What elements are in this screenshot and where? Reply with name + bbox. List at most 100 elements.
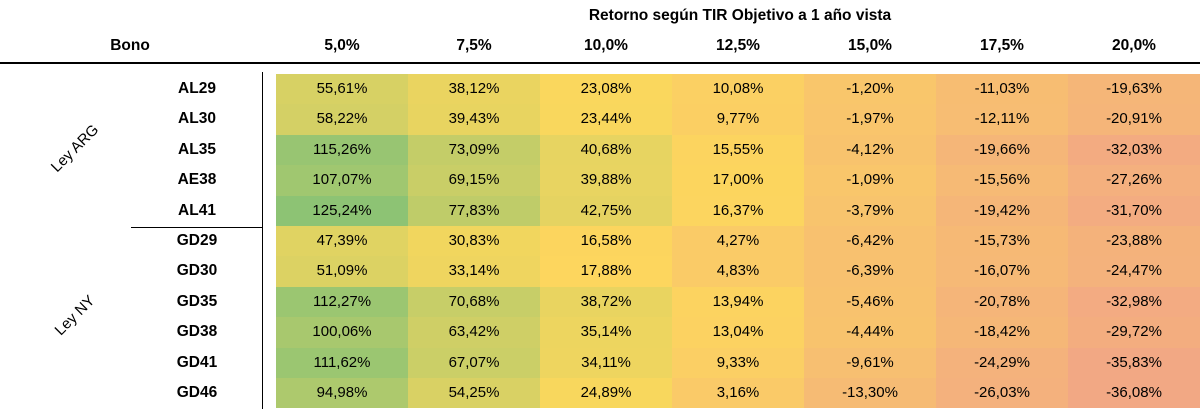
heatmap-cell: -32,98% <box>1068 286 1200 318</box>
heatmap-cell: 38,72% <box>540 286 672 318</box>
bond-code: AL41 <box>178 201 216 219</box>
heatmap-cell: -9,61% <box>804 347 936 378</box>
heatmap-cell: 112,27% <box>276 286 408 318</box>
heatmap-cell: -23,88% <box>1068 226 1200 257</box>
bond-code: GD35 <box>176 292 218 310</box>
heatmap-cell: -18,42% <box>936 317 1068 348</box>
heatmap-cell: 58,22% <box>276 104 408 135</box>
heatmap-cell: 24,89% <box>540 378 672 409</box>
heatmap-cell: -19,42% <box>936 195 1068 226</box>
heatmap-cell: -29,72% <box>1068 317 1200 348</box>
row-header-bono: Bono <box>110 37 150 54</box>
heatmap-cell: 4,27% <box>672 226 804 257</box>
heatmap-cell: -11,03% <box>936 74 1068 105</box>
heatmap-cell: 42,75% <box>540 195 672 226</box>
heatmap-cell: -19,66% <box>936 134 1068 166</box>
heatmap-cell: -6,39% <box>804 256 936 287</box>
heatmap-cell: 23,44% <box>540 104 672 135</box>
heatmap-cell: -36,08% <box>1068 378 1200 409</box>
column-header: 20,0% <box>1112 37 1156 54</box>
table-title: Retorno según TIR Objetivo a 1 año vista <box>588 7 892 24</box>
heatmap-cell: 23,08% <box>540 74 672 105</box>
heatmap-cell: 54,25% <box>408 378 540 409</box>
heatmap-cell: 38,12% <box>408 74 540 105</box>
heatmap-cell: 70,68% <box>408 286 540 318</box>
heatmap-cell: -13,30% <box>804 378 936 409</box>
heatmap-cell: -27,26% <box>1068 165 1200 196</box>
heatmap-cell: -12,11% <box>936 104 1068 135</box>
heatmap-cell: 125,24% <box>276 195 408 226</box>
heatmap-cell: -4,12% <box>804 134 936 166</box>
bond-code: GD29 <box>176 232 218 249</box>
heatmap-cell: -31,70% <box>1068 195 1200 226</box>
heatmap-cell: 51,09% <box>276 256 408 287</box>
heatmap-cell: -1,97% <box>804 104 936 135</box>
column-header: 10,0% <box>584 37 628 54</box>
bond-code: AL29 <box>178 80 216 97</box>
heatmap-cell: -26,03% <box>936 378 1068 409</box>
heatmap-cell: 94,98% <box>276 378 408 409</box>
heatmap-cell: 67,07% <box>408 347 540 378</box>
heatmap-cell: 17,00% <box>672 165 804 196</box>
bond-code: GD30 <box>176 262 218 280</box>
heatmap-cell: -35,83% <box>1068 347 1200 378</box>
bond-code: AE38 <box>177 171 217 189</box>
column-header: 7,5% <box>456 37 492 54</box>
bond-code: GD41 <box>176 353 218 371</box>
heatmap-cell: 16,37% <box>672 195 804 226</box>
bond-code: AL30 <box>178 110 216 128</box>
column-header: 5,0% <box>324 37 360 54</box>
heatmap-cell: 35,14% <box>540 317 672 348</box>
heatmap-cell: -6,42% <box>804 226 936 257</box>
heatmap-cell: 30,83% <box>408 226 540 257</box>
column-header: 17,5% <box>980 37 1024 54</box>
body-divider <box>262 72 263 409</box>
heatmap-cell: 40,68% <box>540 134 672 166</box>
heatmap-cell: -1,09% <box>804 165 936 196</box>
heatmap-cell: -20,78% <box>936 286 1068 318</box>
heatmap-cell: 16,58% <box>540 226 672 257</box>
column-header: 12,5% <box>716 37 760 54</box>
heatmap-cell: 17,88% <box>540 256 672 287</box>
heatmap-cell: -1,20% <box>804 74 936 105</box>
heatmap-cell: 10,08% <box>672 74 804 105</box>
column-header: 15,0% <box>848 37 892 54</box>
heatmap-cell: 55,61% <box>276 74 408 105</box>
heatmap-cell: 111,62% <box>276 347 408 378</box>
group-label: Ley NY <box>51 292 99 340</box>
heatmap-cell: 3,16% <box>672 378 804 409</box>
heatmap-cell: -32,03% <box>1068 134 1200 166</box>
heatmap-cell: 13,94% <box>672 286 804 318</box>
bond-code: GD46 <box>176 384 218 401</box>
heatmap-cell: -5,46% <box>804 286 936 318</box>
heatmap-cell: 69,15% <box>408 165 540 196</box>
heatmap-cell: -15,73% <box>936 226 1068 257</box>
heatmap-cell: 63,42% <box>408 317 540 348</box>
heatmap-cell: 39,43% <box>408 104 540 135</box>
heatmap-cell: -15,56% <box>936 165 1068 196</box>
heatmap-cell: -24,29% <box>936 347 1068 378</box>
heatmap-cell: 34,11% <box>540 347 672 378</box>
heatmap-cell: -16,07% <box>936 256 1068 287</box>
heatmap-cell: 9,33% <box>672 347 804 378</box>
heatmap-cell: 4,83% <box>672 256 804 287</box>
header-rule <box>0 62 1200 64</box>
bond-code: GD38 <box>176 323 218 341</box>
heatmap-cell: 47,39% <box>276 226 408 257</box>
heatmap-cell: 39,88% <box>540 165 672 196</box>
heatmap-cell: 73,09% <box>408 134 540 166</box>
heatmap-cell: 115,26% <box>276 134 408 166</box>
heatmap-cell: 107,07% <box>276 165 408 196</box>
heatmap-cell: -4,44% <box>804 317 936 348</box>
heatmap-cell: -20,91% <box>1068 104 1200 135</box>
heatmap-cell: -24,47% <box>1068 256 1200 287</box>
heatmap-cell: 33,14% <box>408 256 540 287</box>
heatmap-cell: 77,83% <box>408 195 540 226</box>
heatmap-cell: -19,63% <box>1068 74 1200 105</box>
bond-code: AL35 <box>178 140 216 158</box>
heatmap-cell: 13,04% <box>672 317 804 348</box>
heatmap-cell: -3,79% <box>804 195 936 226</box>
heatmap-cell: 9,77% <box>672 104 804 135</box>
group-label: Ley ARG <box>47 121 103 176</box>
group-separator <box>131 227 263 228</box>
